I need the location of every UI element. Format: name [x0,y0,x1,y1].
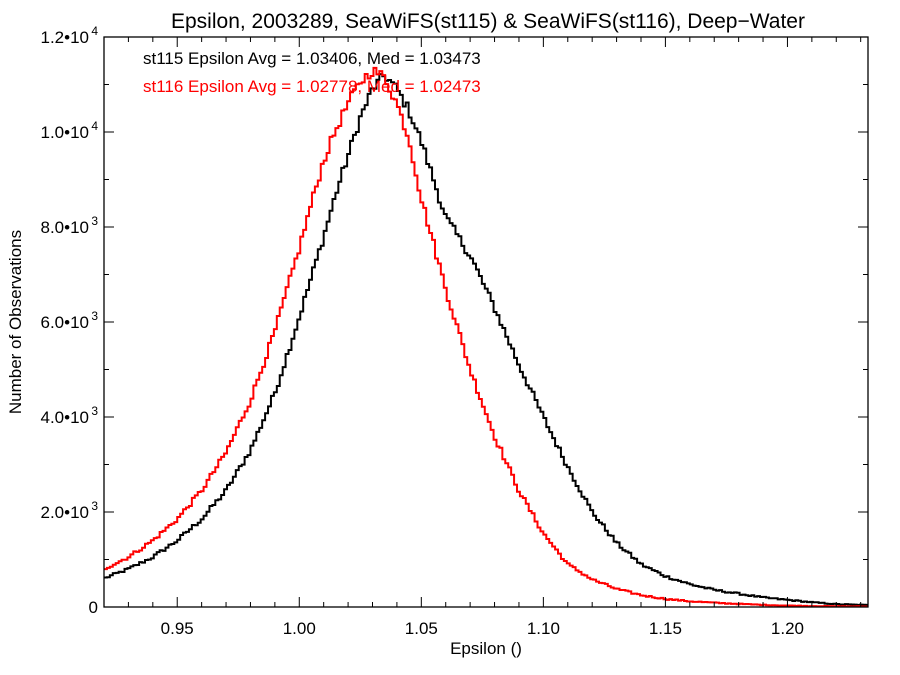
y-tick-label: 1.0•10 [41,123,90,142]
x-tick-label: 1.15 [649,619,682,638]
series-annotation-st115: st115 Epsilon Avg = 1.03406, Med = 1.034… [143,49,481,68]
x-tick-label: 1.20 [771,619,804,638]
x-tick-label: 1.05 [405,619,438,638]
y-tick-label: 0 [89,598,98,617]
series-line-st115 [104,73,868,607]
y-tick-label: 4.0•10 [41,408,90,427]
x-tick-label: 1.00 [283,619,316,638]
y-tick-label-exponent: 3 [91,499,98,513]
y-tick-label-exponent: 4 [91,119,98,133]
series-line-st116 [104,66,868,607]
y-tick-label: 6.0•10 [41,313,90,332]
series-annotation-st116: st116 Epsilon Avg = 1.02778, Med = 1.024… [143,77,481,96]
y-tick-label: 8.0•10 [41,218,90,237]
y-tick-label-exponent: 3 [91,309,98,323]
annotation-layer: st115 Epsilon Avg = 1.03406, Med = 1.034… [143,49,481,96]
y-tick-label-exponent: 3 [91,214,98,228]
y-tick-label: 2.0•10 [41,503,90,522]
plot-layer [104,66,868,607]
x-tick-label: 1.10 [527,619,560,638]
x-tick-label: 0.95 [161,619,194,638]
y-tick-label-exponent: 4 [91,24,98,38]
y-axis-label: Number of Observations [6,230,25,414]
x-axis-label: Epsilon () [450,639,522,658]
chart-title: Epsilon, 2003289, SeaWiFS(st115) & SeaWi… [171,10,805,33]
y-tick-label: 1.2•10 [41,28,90,47]
y-tick-label-exponent: 3 [91,404,98,418]
